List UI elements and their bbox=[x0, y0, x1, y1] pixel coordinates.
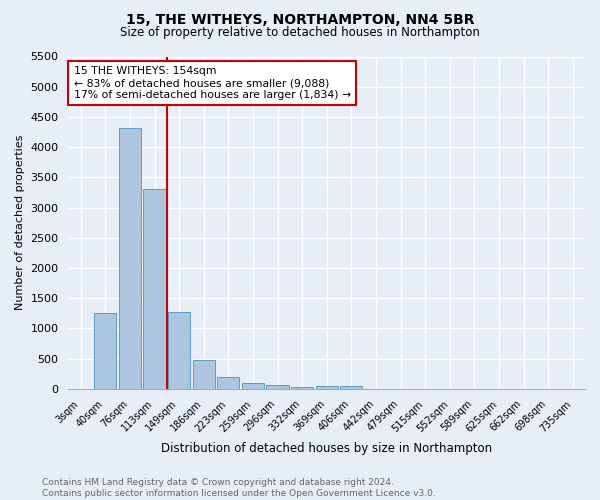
X-axis label: Distribution of detached houses by size in Northampton: Distribution of detached houses by size … bbox=[161, 442, 492, 455]
Text: Contains HM Land Registry data © Crown copyright and database right 2024.
Contai: Contains HM Land Registry data © Crown c… bbox=[42, 478, 436, 498]
Bar bbox=[193, 360, 215, 389]
Bar bbox=[340, 386, 362, 389]
Bar bbox=[94, 313, 116, 389]
Bar bbox=[266, 386, 289, 389]
Bar bbox=[242, 383, 264, 389]
Bar bbox=[119, 128, 141, 389]
Text: 15, THE WITHEYS, NORTHAMPTON, NN4 5BR: 15, THE WITHEYS, NORTHAMPTON, NN4 5BR bbox=[126, 12, 474, 26]
Bar bbox=[168, 312, 190, 389]
Text: Size of property relative to detached houses in Northampton: Size of property relative to detached ho… bbox=[120, 26, 480, 39]
Bar bbox=[316, 386, 338, 389]
Y-axis label: Number of detached properties: Number of detached properties bbox=[15, 135, 25, 310]
Bar bbox=[217, 377, 239, 389]
Bar bbox=[143, 190, 166, 389]
Text: 15 THE WITHEYS: 154sqm
← 83% of detached houses are smaller (9,088)
17% of semi-: 15 THE WITHEYS: 154sqm ← 83% of detached… bbox=[74, 66, 350, 100]
Bar bbox=[291, 387, 313, 389]
